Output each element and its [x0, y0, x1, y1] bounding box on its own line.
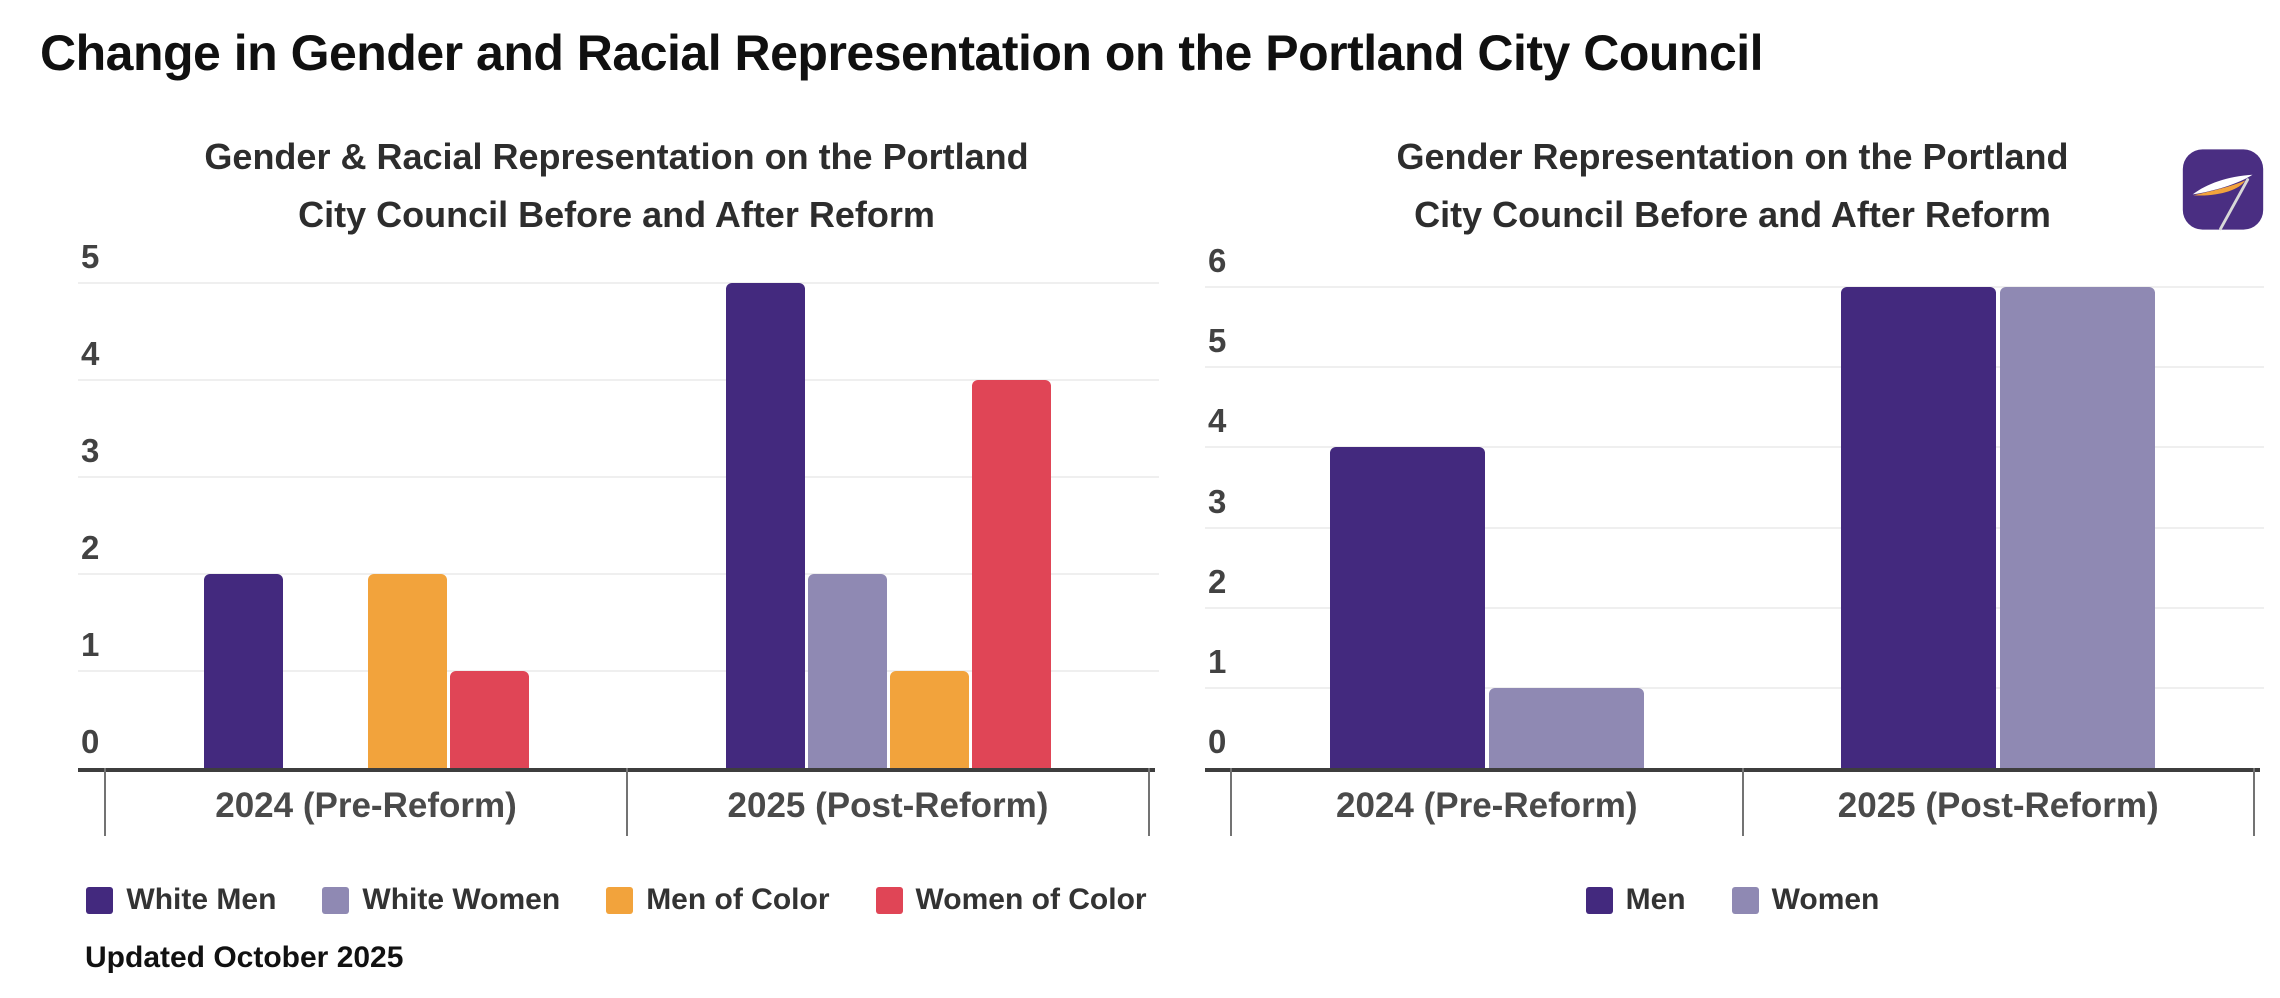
bar-women-2025-post-reform: [2000, 287, 2156, 768]
legend-label-white-women: White Women: [362, 883, 561, 916]
gridline-y-6: [1205, 286, 2264, 288]
logo-swoosh-top: [2192, 174, 2253, 195]
y-axis-label-3: 3: [81, 432, 100, 469]
brand-logo-icon: [2182, 149, 2264, 231]
legend-swatch-white-men: [86, 886, 114, 914]
x-axis-tick-2: [2253, 768, 2255, 836]
bar-men-of-color-2025-post-reform: [889, 671, 969, 768]
y-axis-label-2: 2: [1208, 562, 1227, 600]
page-title: Change in Gender and Racial Representati…: [40, 25, 1764, 81]
y-axis-label-1: 1: [1208, 642, 1227, 680]
y-axis-label-5: 5: [81, 238, 100, 275]
x-axis-tick-1: [1741, 768, 1744, 836]
gridline-y-4: [1205, 446, 2264, 449]
legend-item-white-men: White Men: [86, 883, 276, 917]
gridline-y-5: [1205, 366, 2264, 369]
chart-title-line-2: City Council Before and After Reform: [298, 194, 935, 235]
legend-item-women-of-color: Women of Color: [875, 883, 1147, 917]
legend-swatch-white-women: [322, 886, 350, 914]
y-axis-label-6: 6: [1208, 242, 1227, 279]
legend-label-men-of-color: Men of Color: [646, 883, 830, 916]
legend: White Men White Women Men of Color Women of…: [78, 883, 1155, 917]
bar-men-2024-pre-reform: [1329, 447, 1485, 768]
x-axis-category-2024-pre-reform: 2024 (Pre-Reform): [1336, 786, 1638, 825]
gridline-y-2: [78, 573, 1159, 575]
plot-area: 0 1 2 3 4 5 6 2024 (Pre-Reform) 2025 (Post-Refor…: [1205, 244, 2264, 836]
legend-label-women: Women: [1771, 883, 1880, 916]
plot-area: 0 1 2 3 4 5 2024 (Pre-Reform) 2025 (Post-Reform…: [78, 240, 1159, 836]
legend-item-white-women: White Women: [322, 883, 560, 917]
y-axis-label-1: 1: [81, 626, 100, 663]
brand-logo: [2182, 146, 2264, 233]
x-axis-category-2025-post-reform: 2025 (Post-Reform): [727, 786, 1049, 825]
x-axis-category-2025-post-reform: 2025 (Post-Reform): [1837, 786, 2159, 825]
bar-women-of-color-2024-pre-reform: [449, 671, 529, 768]
legend-swatch-men: [1585, 886, 1613, 914]
gridline-y-2: [1205, 606, 2264, 609]
legend-label-white-men: White Men: [126, 883, 277, 916]
legend-swatch-women-of-color: [875, 886, 903, 914]
logo-pole: [2219, 178, 2250, 231]
chart-title-line-2: City Council Before and After Reform: [1414, 194, 2051, 235]
x-axis-tick-2: [1148, 768, 1150, 836]
legend-item-men: Men: [1585, 883, 1686, 917]
y-axis-label-4: 4: [81, 335, 100, 372]
gridline-y-3: [1205, 526, 2264, 529]
legend: Men Women: [1205, 883, 2260, 917]
gridline-y-1: [78, 670, 1159, 672]
bar-white-women-2025-post-reform: [807, 574, 887, 768]
bar-women-of-color-2025-post-reform: [971, 380, 1051, 768]
y-axis-label-5: 5: [1208, 322, 1227, 360]
x-axis-tick-0: [1230, 768, 1232, 836]
gridline-y-5: [78, 282, 1159, 284]
gridline-y-3: [78, 476, 1159, 478]
logo-swoosh-bottom: [2193, 180, 2246, 196]
y-axis-label-0: 0: [81, 723, 100, 760]
bar-white-men-2024-pre-reform: [203, 574, 283, 768]
chart-gender-representation: Gender Representation on the Portland Ci…: [1205, 0, 2264, 998]
bar-men-2025-post-reform: [1841, 287, 1997, 768]
gridline-y-4: [78, 379, 1159, 381]
legend-swatch-women: [1731, 886, 1759, 914]
chart-title-line-1: Gender Representation on the Portland: [1396, 136, 2069, 177]
bar-white-men-2025-post-reform: [725, 283, 805, 768]
legend-item-men-of-color: Men of Color: [606, 883, 830, 917]
legend-item-women: Women: [1731, 883, 1880, 917]
chart-title: Gender Representation on the Portland Ci…: [1205, 128, 2260, 244]
y-axis-label-0: 0: [1208, 723, 1227, 760]
update-note: Updated October 2025: [85, 941, 404, 974]
y-axis-label-4: 4: [1208, 402, 1227, 440]
y-axis-label-2: 2: [81, 529, 100, 566]
x-axis-tick-1: [626, 768, 628, 836]
legend-label-women-of-color: Women of Color: [915, 883, 1147, 916]
x-axis-category-2024-pre-reform: 2024 (Pre-Reform): [215, 786, 517, 825]
legend-label-men: Men: [1625, 883, 1686, 916]
chart-title-line-1: Gender & Racial Representation on the Po…: [204, 136, 1029, 177]
bar-men-of-color-2024-pre-reform: [367, 574, 447, 768]
chart-gender-racial-representation: Gender & Racial Representation on the Po…: [78, 0, 1159, 998]
x-axis-tick-0: [104, 768, 106, 836]
bar-women-2024-pre-reform: [1488, 687, 1644, 768]
chart-title: Gender & Racial Representation on the Po…: [78, 128, 1155, 244]
gridline-y-1: [1205, 686, 2264, 689]
y-axis-label-3: 3: [1208, 482, 1227, 520]
legend-swatch-men-of-color: [606, 886, 634, 914]
